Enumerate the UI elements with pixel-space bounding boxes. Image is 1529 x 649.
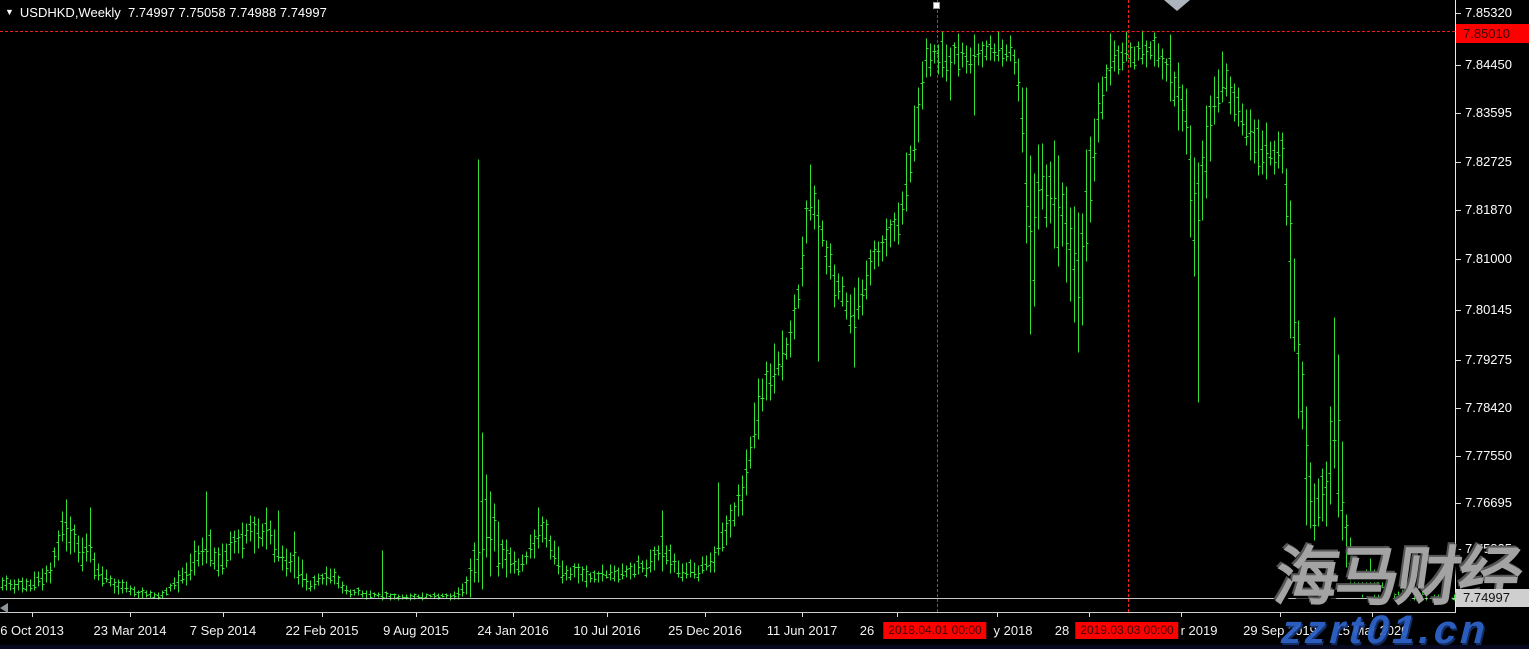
symbol-ohlc-text: USDHKD,Weekly 7.74997 7.75058 7.74988 7.… <box>19 5 327 20</box>
chart-shift-marker-icon[interactable] <box>1164 0 1190 11</box>
time-axis-tick <box>1372 613 1373 617</box>
time-axis-tick <box>705 613 706 617</box>
time-axis-label: 6 Oct 2013 <box>0 623 64 638</box>
price-axis-tick <box>1456 549 1461 550</box>
price-axis-tick <box>1456 162 1461 163</box>
price-axis-label: 7.84450 <box>1465 57 1512 72</box>
price-bars <box>0 30 1455 601</box>
price-axis-tick <box>1456 408 1461 409</box>
red-level-price-label: 7.85010 <box>1456 24 1529 43</box>
price-axis-tick <box>1456 360 1461 361</box>
bid-price-label: 7.74997 <box>1456 589 1529 607</box>
object-selection-handle[interactable] <box>933 2 940 9</box>
price-axis-label: 7.78420 <box>1465 400 1512 415</box>
symbol-dropdown-icon[interactable]: ▼ <box>5 7 14 17</box>
price-axis-label: 7.82725 <box>1465 154 1512 169</box>
price-axis-tick <box>1456 113 1461 114</box>
time-axis-tick <box>1280 613 1281 617</box>
time-axis-label: 11 Jun 2017 <box>766 623 838 638</box>
time-axis-label: 22 Feb 2015 <box>285 623 359 638</box>
price-axis-tick <box>1456 456 1461 457</box>
time-axis-tick <box>802 613 803 617</box>
time-axis-tick <box>997 613 998 617</box>
price-axis-tick <box>1456 65 1461 66</box>
price-axis-label: 7.81870 <box>1465 202 1512 217</box>
bid-price-line <box>0 598 1455 599</box>
time-axis[interactable]: 6 Oct 2013 23 Mar 2014 7 Sep 2014 22 Feb 20… <box>0 613 1529 645</box>
window-bottom-edge <box>0 645 1529 649</box>
price-axis-tick <box>1456 503 1461 504</box>
time-axis-tick <box>897 613 898 617</box>
time-axis-label: 26 <box>859 623 875 638</box>
price-axis-label: 7.81000 <box>1465 251 1512 266</box>
time-axis-tick <box>1089 613 1090 617</box>
time-axis-label: 9 Aug 2015 <box>383 623 449 638</box>
horizontal-red-dashed-line[interactable] <box>0 31 1455 32</box>
time-axis-label: 15 Mar 2020 <box>1335 623 1409 638</box>
time-axis-tick <box>607 613 608 617</box>
time-axis-tick <box>1181 613 1182 617</box>
price-axis-tick <box>1456 310 1461 311</box>
time-axis-label: y 2018 <box>993 623 1033 638</box>
vertical-line-2019-03-03[interactable] <box>1128 0 1129 612</box>
time-axis-label: 23 Mar 2014 <box>93 623 167 638</box>
price-axis[interactable]: 7.85320 7.84450 7.83595 7.82725 7.81870 7.810… <box>1456 0 1529 613</box>
price-axis-label: 7.80145 <box>1465 302 1512 317</box>
time-axis-label: 24 Jan 2016 <box>477 623 549 638</box>
time-axis-tick <box>416 613 417 617</box>
vertical-line-2018-04-01[interactable] <box>937 0 938 612</box>
time-axis-tick <box>32 613 33 617</box>
time-axis-tick <box>130 613 131 617</box>
price-axis-label: 7.76695 <box>1465 495 1512 510</box>
time-axis-tick <box>322 613 323 617</box>
time-axis-label: 7 Sep 2014 <box>189 623 257 638</box>
vertical-line-time-label: 2019.03.03 00:00 <box>1075 622 1179 639</box>
price-axis-tick <box>1456 210 1461 211</box>
price-axis-tick <box>1456 13 1461 14</box>
chart-area[interactable]: ▼ USDHKD,Weekly 7.74997 7.75058 7.74988 7… <box>0 0 1456 613</box>
price-axis-label: 7.85320 <box>1465 5 1512 20</box>
vertical-line-time-label: 2018.04.01 00:00 <box>883 622 987 639</box>
chart-title: ▼ USDHKD,Weekly 7.74997 7.75058 7.74988 7… <box>5 5 327 20</box>
time-axis-label: 29 Sep 2019 <box>1243 623 1317 638</box>
time-axis-tick <box>223 613 224 617</box>
price-axis-label: 7.75825 <box>1465 541 1512 556</box>
time-axis-label: 10 Jul 2016 <box>573 623 641 638</box>
time-axis-tick <box>513 613 514 617</box>
time-axis-label: 28 <box>1054 623 1070 638</box>
time-axis-label: r 2019 <box>1180 623 1218 638</box>
price-axis-label: 7.79275 <box>1465 352 1512 367</box>
price-axis-tick <box>1456 259 1461 260</box>
time-axis-label: 25 Dec 2016 <box>668 623 742 638</box>
price-axis-label: 7.83595 <box>1465 105 1512 120</box>
price-axis-label: 7.77550 <box>1465 448 1512 463</box>
corner-arrow-icon <box>0 603 8 613</box>
